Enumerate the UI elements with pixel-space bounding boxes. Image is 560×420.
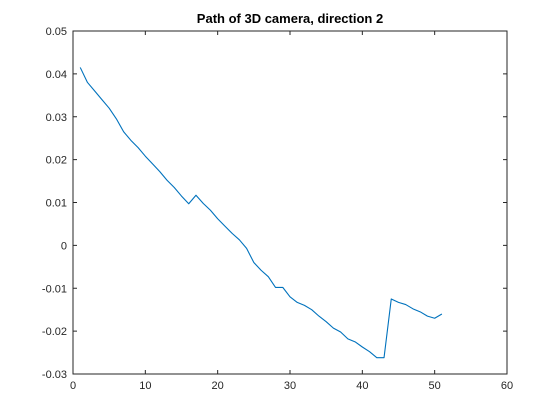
series-layer bbox=[79, 67, 443, 359]
y-tick-label: 0.01 bbox=[46, 198, 67, 210]
y-tick-label: -0.03 bbox=[42, 369, 67, 381]
y-tick-label: -0.02 bbox=[42, 326, 67, 338]
x-tick-label: 30 bbox=[284, 380, 296, 392]
x-tick-label: 10 bbox=[139, 380, 151, 392]
y-tick-label: 0.04 bbox=[46, 69, 67, 81]
y-tick-label: 0 bbox=[61, 240, 67, 252]
series-line bbox=[79, 67, 443, 359]
y-tick-label: 0.05 bbox=[46, 26, 67, 38]
y-tick-label: 0.02 bbox=[46, 155, 67, 167]
x-tick-label: 0 bbox=[70, 380, 76, 392]
x-tick-label: 40 bbox=[356, 380, 368, 392]
x-tick-label: 50 bbox=[429, 380, 441, 392]
chart-title: Path of 3D camera, direction 2 bbox=[197, 11, 383, 26]
x-tick-label: 20 bbox=[212, 380, 224, 392]
y-tick-label: -0.01 bbox=[42, 283, 67, 295]
y-tick-label: 0.03 bbox=[46, 112, 67, 124]
axes-box bbox=[72, 30, 508, 375]
ticks: 0 10 20 30 40 50 60 -0.03 -0.02 -0.01 0 0.01 0.02 0.0… bbox=[42, 26, 513, 392]
x-tick-label: 60 bbox=[501, 380, 513, 392]
